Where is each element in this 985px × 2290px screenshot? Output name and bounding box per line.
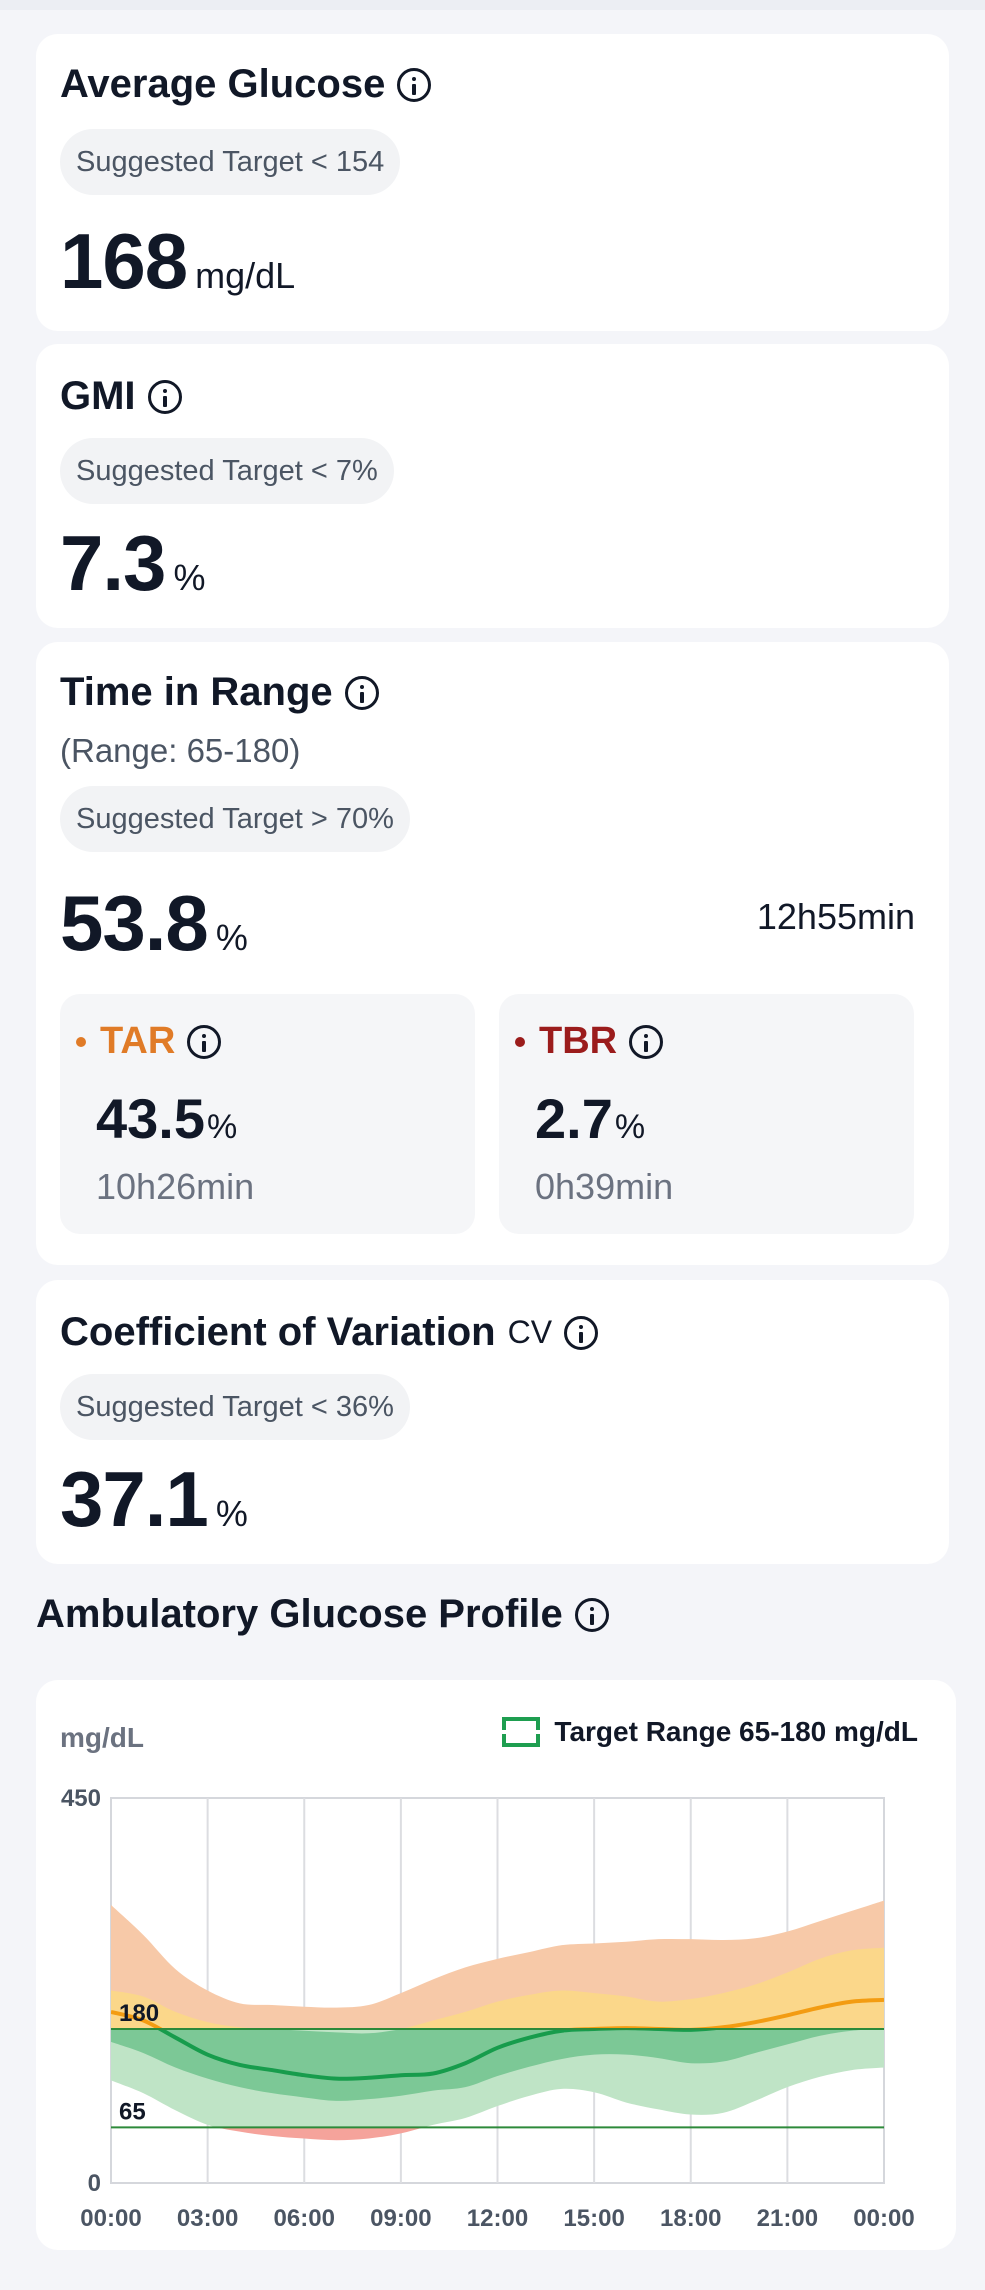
outer-band-below	[216, 2127, 424, 2141]
agp-title: Ambulatory Glucose Profile	[36, 1592, 609, 1637]
time-in-range-title: Time in Range	[60, 670, 379, 715]
tar-duration: 10h26min	[96, 1166, 255, 1207]
tar-dot	[76, 1036, 86, 1047]
cv-title: Coefficient of Variation CV	[60, 1310, 599, 1355]
x-tick-label: 03:00	[177, 2205, 238, 2232]
time-in-range-duration: 12h55min	[756, 896, 915, 937]
y-axis-unit: mg/dL	[60, 1722, 144, 1753]
y-tick-label: 0	[88, 2170, 101, 2197]
outer-band-above	[111, 1900, 884, 2029]
gmi-card[interactable]: GMI Suggested Target < 7% 7.3 %	[36, 344, 949, 628]
info-icon[interactable]	[564, 1315, 599, 1350]
suggested-target-badge: Suggested Target < 36%	[60, 1374, 410, 1440]
info-icon[interactable]	[629, 1024, 664, 1059]
tar-value: 43.5 %	[96, 1087, 238, 1150]
median-line-in	[156, 2029, 726, 2081]
x-tick-label: 12:00	[467, 2205, 528, 2232]
info-icon[interactable]	[574, 1597, 609, 1632]
tbr-value: 2.7 %	[535, 1087, 646, 1150]
y-tick-label: 450	[61, 1785, 101, 1812]
suggested-target-badge: Suggested Target < 7%	[60, 438, 394, 504]
inner-band-above	[111, 1947, 884, 2029]
average-glucose-title: Average Glucose	[60, 62, 432, 107]
gmi-title: GMI	[60, 374, 182, 419]
agp-chart-card: mg/dL Target Range 65-180 mg/dL 180 65 450…	[36, 1680, 956, 2250]
tar-panel[interactable]: TAR 43.5 % 10h26min	[60, 994, 475, 1234]
tbr-dot	[515, 1036, 525, 1047]
range-label: (Range: 65-180)	[60, 732, 301, 769]
average-glucose-value: 168 mg/dL	[60, 217, 296, 305]
x-tick-label: 06:00	[274, 2205, 335, 2232]
tbr-duration: 0h39min	[535, 1166, 674, 1207]
time-in-range-card[interactable]: Time in Range (Range: 65-180) Suggested …	[36, 642, 949, 1265]
gmi-value: 7.3 %	[60, 519, 206, 607]
cv-value: 37.1 %	[60, 1455, 248, 1543]
x-tick-label: 00:00	[80, 2205, 141, 2232]
x-tick-label: 00:00	[853, 2205, 914, 2232]
suggested-target-badge: Suggested Target < 154	[60, 129, 401, 195]
info-icon[interactable]	[147, 379, 182, 414]
x-tick-label: 15:00	[563, 2205, 624, 2232]
time-in-range-value: 53.8 %	[60, 879, 248, 967]
target-range-legend: Target Range 65-180 mg/dL	[502, 1716, 918, 1748]
tbr-title: TBR	[515, 1020, 664, 1063]
inner-band-in	[111, 2029, 884, 2101]
x-tick-label: 18:00	[660, 2205, 721, 2232]
info-icon[interactable]	[187, 1024, 222, 1059]
info-icon[interactable]	[344, 675, 379, 710]
tar-title: TAR	[76, 1020, 222, 1063]
cv-tag: CV	[507, 1314, 553, 1350]
reference-line-label: 180	[119, 2000, 159, 2027]
x-tick-label: 09:00	[370, 2205, 431, 2232]
reference-line-label: 65	[119, 2098, 146, 2125]
median-line-above	[111, 1997, 884, 2029]
average-glucose-card[interactable]: Average Glucose Suggested Target < 154 1…	[36, 34, 949, 331]
x-tick-label: 21:00	[757, 2205, 818, 2232]
coefficient-of-variation-card[interactable]: Coefficient of Variation CV Suggested Ta…	[36, 1280, 949, 1564]
tbr-panel[interactable]: TBR 2.7 % 0h39min	[499, 994, 914, 1234]
top-strip	[0, 0, 985, 10]
info-icon[interactable]	[397, 67, 432, 102]
agp-chart: 180 65 450 0 00:00 03:00 06:00 09:00 12:00 15:00 1…	[61, 1785, 915, 2232]
suggested-target-badge: Suggested Target > 70%	[60, 786, 410, 852]
target-range-swatch-icon	[502, 1717, 541, 1747]
